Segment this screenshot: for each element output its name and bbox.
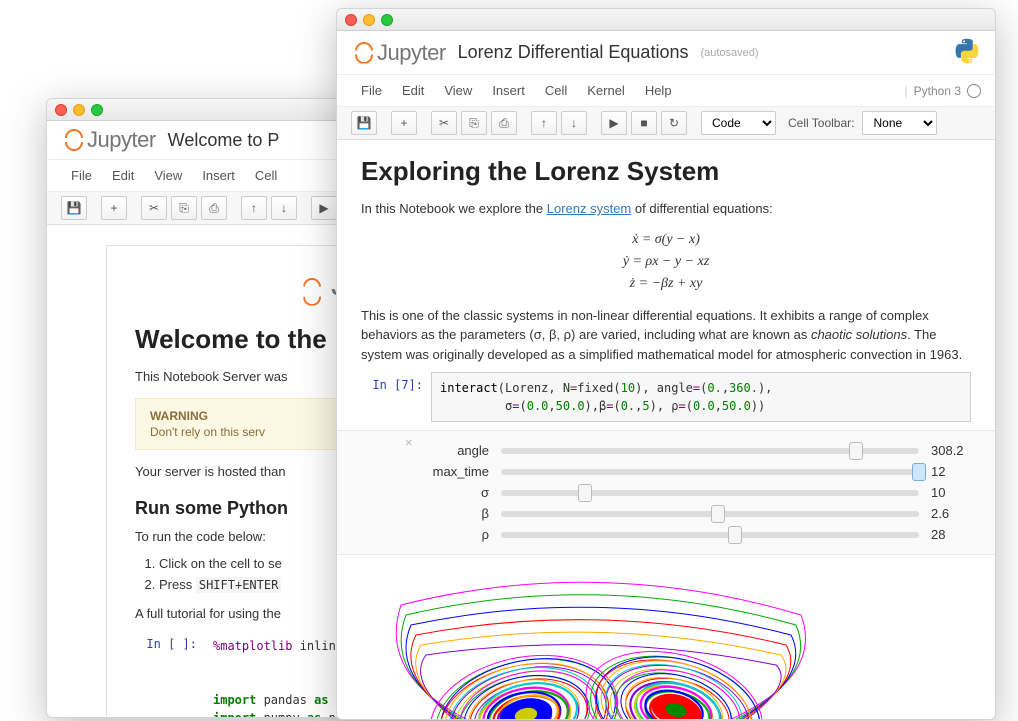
slider-angle[interactable]: angle 308.2 — [361, 443, 971, 458]
python-icon — [953, 37, 981, 68]
slider-β[interactable]: β 2.6 — [361, 506, 971, 521]
cell-prompt: In [ ]: — [135, 631, 205, 717]
jupyter-logo: Jupyter — [61, 127, 156, 153]
slider-value: 12 — [931, 464, 971, 479]
copy-button[interactable]: ⎘ — [461, 111, 487, 135]
move-up-button[interactable]: ↑ — [241, 196, 267, 220]
toolbar: 💾 + ✂ ⎘ ⎙ ↑ ↓ ▶ ■ ↻ Code Cell Toolbar: N… — [337, 107, 995, 140]
slider-value: 10 — [931, 485, 971, 500]
restart-button[interactable]: ↻ — [661, 111, 687, 135]
kernel-status-icon — [967, 84, 981, 98]
slider-label: max_time — [361, 464, 501, 479]
maximize-button[interactable] — [91, 104, 103, 116]
maximize-button[interactable] — [381, 14, 393, 26]
cell-toolbar-select[interactable]: None — [862, 111, 937, 135]
insert-cell-button[interactable]: + — [101, 196, 127, 220]
slider-track[interactable] — [501, 511, 919, 517]
lorenz-plot — [361, 575, 841, 719]
close-icon[interactable]: × — [405, 435, 413, 450]
minimize-button[interactable] — [363, 14, 375, 26]
menu-cell[interactable]: Cell — [535, 79, 577, 102]
slider-label: σ — [361, 485, 501, 500]
paste-button[interactable]: ⎙ — [491, 111, 517, 135]
kernel-indicator: | Python 3 — [905, 84, 982, 98]
stop-button[interactable]: ■ — [631, 111, 657, 135]
jupyter-logo: Jupyter — [351, 40, 446, 66]
cell-toolbar-label: Cell Toolbar: — [788, 116, 854, 130]
slider-thumb[interactable] — [578, 484, 592, 502]
move-up-button[interactable]: ↑ — [531, 111, 557, 135]
menu-insert[interactable]: Insert — [192, 164, 245, 187]
menu-edit[interactable]: Edit — [102, 164, 144, 187]
menu-file[interactable]: File — [61, 164, 102, 187]
cell-prompt: In [7]: — [361, 372, 431, 422]
copy-button[interactable]: ⎘ — [171, 196, 197, 220]
slider-thumb[interactable] — [728, 526, 742, 544]
slider-value: 28 — [931, 527, 971, 542]
move-down-button[interactable]: ↓ — [271, 196, 297, 220]
paragraph: In this Notebook we explore the Lorenz s… — [361, 199, 971, 219]
notebook-content: Exploring the Lorenz System In this Note… — [337, 140, 995, 719]
close-button[interactable] — [345, 14, 357, 26]
jupyter-icon — [351, 42, 373, 64]
menubar: File Edit View Insert Cell Kernel Help |… — [337, 75, 995, 107]
slider-track[interactable] — [501, 469, 919, 475]
menu-view[interactable]: View — [434, 79, 482, 102]
slider-σ[interactable]: σ 10 — [361, 485, 971, 500]
slider-ρ[interactable]: ρ 28 — [361, 527, 971, 542]
code-cell[interactable]: In [7]: interact(Lorenz, N=fixed(10), an… — [361, 372, 971, 422]
run-button[interactable]: ▶ — [601, 111, 627, 135]
menu-view[interactable]: View — [144, 164, 192, 187]
cell-code[interactable]: interact(Lorenz, N=fixed(10), angle=(0.,… — [431, 372, 971, 422]
widget-area: × angle 308.2 max_time 12 σ 10 β 2.6 ρ 28 — [337, 430, 995, 555]
slider-label: β — [361, 506, 501, 521]
menu-kernel[interactable]: Kernel — [577, 79, 635, 102]
lorenz-link[interactable]: Lorenz system — [547, 201, 632, 216]
titlebar — [337, 9, 995, 31]
move-down-button[interactable]: ↓ — [561, 111, 587, 135]
slider-track[interactable] — [501, 532, 919, 538]
equations: ẋ = σ(y − x) ẏ = ρx − y − xz ż = −βz + x… — [361, 229, 971, 296]
cut-button[interactable]: ✂ — [141, 196, 167, 220]
insert-cell-button[interactable]: + — [391, 111, 417, 135]
slider-track[interactable] — [501, 448, 919, 454]
slider-thumb[interactable] — [849, 442, 863, 460]
slider-label: ρ — [361, 527, 501, 542]
heading: Exploring the Lorenz System — [361, 156, 971, 187]
menu-cell[interactable]: Cell — [245, 164, 287, 187]
slider-thumb[interactable] — [912, 463, 926, 481]
notebook-title[interactable]: Welcome to P — [168, 130, 280, 151]
slider-value: 308.2 — [931, 443, 971, 458]
save-button[interactable]: 💾 — [61, 196, 87, 220]
menu-insert[interactable]: Insert — [482, 79, 535, 102]
slider-value: 2.6 — [931, 506, 971, 521]
menu-help[interactable]: Help — [635, 79, 682, 102]
menu-file[interactable]: File — [351, 79, 392, 102]
slider-label: angle — [361, 443, 501, 458]
jupyter-icon — [299, 278, 327, 306]
notebook-title[interactable]: Lorenz Differential Equations — [458, 42, 689, 63]
paste-button[interactable]: ⎙ — [201, 196, 227, 220]
slider-max_time[interactable]: max_time 12 — [361, 464, 971, 479]
slider-track[interactable] — [501, 490, 919, 496]
minimize-button[interactable] — [73, 104, 85, 116]
jupyter-icon — [61, 129, 83, 151]
cut-button[interactable]: ✂ — [431, 111, 457, 135]
menu-edit[interactable]: Edit — [392, 79, 434, 102]
save-button[interactable]: 💾 — [351, 111, 377, 135]
cell-type-select[interactable]: Code — [701, 111, 776, 135]
autosave-label: (autosaved) — [700, 47, 758, 59]
paragraph: This is one of the classic systems in no… — [361, 306, 971, 365]
notebook-header: Jupyter Lorenz Differential Equations (a… — [337, 31, 995, 75]
run-button[interactable]: ▶ — [311, 196, 337, 220]
close-button[interactable] — [55, 104, 67, 116]
slider-thumb[interactable] — [711, 505, 725, 523]
